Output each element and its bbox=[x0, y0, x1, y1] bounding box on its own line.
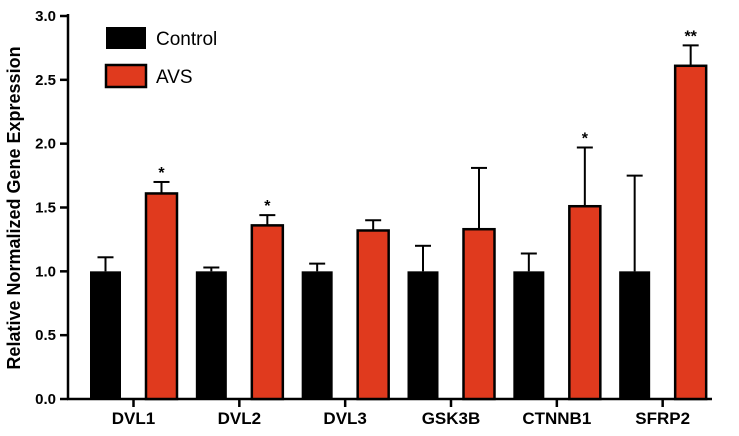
legend-swatch-avs bbox=[104, 63, 148, 89]
x-tick-label: DVL3 bbox=[323, 409, 366, 428]
x-tick-label: DVL2 bbox=[218, 409, 261, 428]
significance-label: ** bbox=[684, 28, 697, 45]
x-tick-label: GSK3B bbox=[422, 409, 481, 428]
x-tick-label: CTNNB1 bbox=[522, 409, 591, 428]
legend: Control AVS bbox=[104, 27, 217, 89]
significance-label: * bbox=[158, 165, 165, 182]
significance-label: * bbox=[264, 198, 271, 215]
y-tick-label: 1.0 bbox=[35, 263, 56, 280]
y-tick-label: 2.5 bbox=[35, 72, 56, 89]
y-tick-label: 2.0 bbox=[35, 136, 56, 153]
x-tick-label: SFRP2 bbox=[635, 409, 690, 428]
bar-avs-gsk3b bbox=[462, 227, 496, 401]
x-tick-label: DVL1 bbox=[112, 409, 155, 428]
significance-label: * bbox=[582, 130, 589, 147]
bar-control-ctnnb1 bbox=[513, 271, 545, 399]
legend-swatch-control bbox=[106, 27, 146, 49]
bar-control-gsk3b bbox=[407, 271, 439, 399]
bar-control-dvl2 bbox=[195, 271, 227, 399]
bar-control-dvl1 bbox=[90, 271, 121, 399]
y-tick-label: 0.5 bbox=[35, 327, 56, 344]
bar-avs-ctnnb1 bbox=[568, 204, 602, 401]
x-axis: DVL1 DVL2 DVL3 GSK3B CTNNB1 SFRP2 bbox=[67, 397, 712, 428]
bar-control-dvl3 bbox=[301, 271, 333, 399]
bar-control-sfrp2 bbox=[619, 271, 651, 399]
y-axis: 0.0 0.5 1.0 1.5 2.0 2.5 3.0 bbox=[35, 8, 70, 408]
legend-label-avs: AVS bbox=[156, 67, 193, 88]
bars: ***** bbox=[90, 28, 708, 401]
bar-avs-sfrp2 bbox=[673, 64, 708, 401]
bar-avs-dvl2 bbox=[250, 224, 285, 401]
y-tick-label: 0.0 bbox=[35, 391, 56, 408]
bar-avs-dvl3 bbox=[356, 229, 390, 401]
y-tick-label: 3.0 bbox=[35, 8, 56, 25]
y-axis-title: Relative Normalized Gene Expression bbox=[4, 46, 24, 369]
bar-avs-dvl1 bbox=[144, 192, 179, 401]
y-tick-label: 1.5 bbox=[35, 200, 56, 217]
legend-label-control: Control bbox=[156, 29, 217, 50]
